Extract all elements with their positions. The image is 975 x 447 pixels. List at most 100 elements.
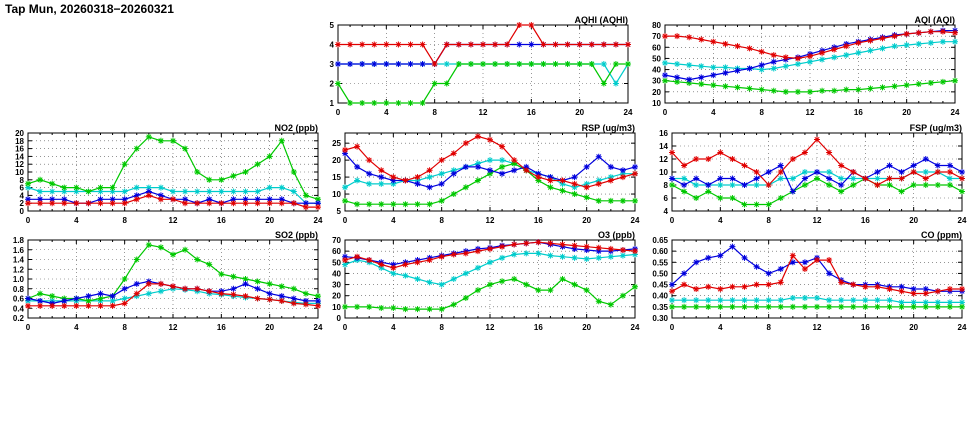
x-tick-label: 20 [265, 216, 274, 225]
y-tick-label: 25 [332, 139, 341, 148]
chart-title: CO (ppm) [921, 230, 962, 240]
y-tick-label: 1.8 [13, 236, 25, 245]
y-tick-label: 18 [15, 137, 24, 146]
series-markers-green [669, 175, 965, 208]
x-tick-label: 24 [951, 108, 960, 117]
x-tick-label: 0 [670, 216, 675, 225]
x-tick-label: 12 [169, 216, 178, 225]
y-tick-label: 0.40 [652, 292, 668, 301]
x-tick-label: 8 [766, 323, 771, 332]
series-markers-red [669, 252, 965, 297]
so2-plot: 0.20.40.60.81.01.21.41.61.8 0 4 8 12 16 20 24 SO… [13, 230, 323, 332]
x-tick-label: 0 [343, 216, 348, 225]
x-tick-label: 8 [759, 108, 764, 117]
y-tick-label: 12 [659, 155, 668, 164]
chart-title: RSP (ug/m3) [582, 123, 635, 133]
y-tick-label: 20 [652, 88, 661, 97]
chart-title: AQHI (AQHI) [575, 15, 629, 25]
chart-o3: 0 10 20 30 40 50 60 70 0 4 8 12 16 20 24 O3 (ppb) [317, 230, 652, 335]
x-tick-label: 24 [958, 323, 967, 332]
x-tick-label: 8 [439, 323, 444, 332]
y-tick-label: 16 [15, 145, 24, 154]
rsp-plot: 5 10 15 20 25 0 4 8 12 16 20 24 RSP (ug/m3) [332, 123, 640, 225]
chart-fsp: 4 6 8 10 12 14 16 0 4 8 12 16 20 24 FSP (ug/m3) [644, 123, 975, 228]
series-markers-green [335, 61, 631, 106]
x-tick-label: 0 [26, 323, 31, 332]
y-tick-label: 16 [659, 129, 668, 138]
y-tick-label: 0.6 [13, 295, 25, 304]
series-markers-green [662, 77, 958, 95]
y-tick-label: 0.8 [13, 285, 25, 294]
y-tick-label: 1.4 [13, 256, 25, 265]
y-tick-label: 15 [332, 173, 341, 182]
x-tick-label: 12 [479, 108, 488, 117]
x-tick-label: 24 [631, 216, 640, 225]
y-tick-label: 1.6 [13, 246, 25, 255]
x-tick-label: 24 [314, 323, 323, 332]
series-markers-green [25, 133, 321, 203]
x-tick-label: 12 [806, 108, 815, 117]
x-tick-label: 24 [314, 216, 323, 225]
y-tick-label: 2 [330, 80, 335, 89]
x-tick-label: 8 [439, 216, 444, 225]
y-tick-label: 0 [337, 314, 342, 323]
y-tick-label: 0.35 [652, 303, 668, 312]
x-tick-label: 8 [766, 216, 771, 225]
y-tick-label: 8 [20, 176, 25, 185]
y-tick-label: 0.2 [13, 314, 25, 323]
series-markers-green [342, 160, 638, 208]
x-tick-label: 8 [432, 108, 437, 117]
y-tick-label: 2 [20, 199, 25, 208]
x-tick-label: 12 [813, 216, 822, 225]
x-tick-label: 0 [343, 323, 348, 332]
series-line-green [671, 177, 963, 206]
x-tick-label: 0 [670, 323, 675, 332]
y-tick-label: 0 [20, 207, 25, 216]
page-title: Tap Mun, 20260318−20260321 [5, 2, 174, 16]
y-tick-label: 0.60 [652, 247, 668, 256]
series-markers-red [335, 22, 631, 67]
x-tick-label: 8 [122, 216, 127, 225]
y-tick-label: 40 [332, 269, 341, 278]
y-tick-label: 70 [652, 32, 661, 41]
x-tick-label: 16 [854, 108, 863, 117]
y-tick-label: 10 [659, 168, 668, 177]
aqi-plot: 10 20 30 40 50 60 70 80 0 4 8 12 16 20 24 AQI (AQI) [652, 15, 960, 117]
chart-aqhi: 1 2 3 4 5 0 4 8 12 16 20 24 AQHI (AQHI) [310, 15, 645, 120]
y-tick-label: 1.2 [13, 265, 25, 274]
y-tick-label: 30 [652, 77, 661, 86]
y-tick-label: 60 [652, 43, 661, 52]
x-tick-label: 20 [909, 323, 918, 332]
y-tick-label: 12 [15, 160, 24, 169]
x-tick-label: 16 [861, 216, 870, 225]
x-tick-label: 20 [909, 216, 918, 225]
y-tick-label: 0.4 [13, 304, 25, 313]
x-tick-label: 12 [486, 216, 495, 225]
y-tick-label: 4 [664, 207, 669, 216]
y-tick-label: 0.50 [652, 269, 668, 278]
x-tick-label: 4 [384, 108, 389, 117]
co-plot: 0.30 0.35 0.40 0.45 0.50 0.55 0.60 0.65 0 4 8 12 16 2… [652, 230, 967, 332]
series-markers-green [669, 303, 965, 310]
x-tick-label: 24 [958, 216, 967, 225]
chart-title: AQI (AQI) [915, 15, 956, 25]
x-tick-label: 4 [718, 323, 723, 332]
x-tick-label: 16 [534, 323, 543, 332]
y-tick-label: 5 [330, 21, 335, 30]
x-tick-label: 20 [582, 323, 591, 332]
y-tick-label: 8 [664, 181, 669, 190]
chart-title: FSP (ug/m3) [910, 123, 962, 133]
x-tick-label: 4 [711, 108, 716, 117]
y-tick-label: 4 [330, 41, 335, 50]
o3-plot: 0 10 20 30 40 50 60 70 0 4 8 12 16 20 24 O3 (ppb) [332, 230, 640, 332]
x-tick-label: 20 [902, 108, 911, 117]
series-markers-cyan [669, 294, 965, 306]
x-tick-label: 0 [26, 216, 31, 225]
x-tick-label: 4 [74, 216, 79, 225]
y-tick-label: 14 [15, 152, 24, 161]
x-tick-label: 20 [575, 108, 584, 117]
x-tick-label: 20 [265, 323, 274, 332]
